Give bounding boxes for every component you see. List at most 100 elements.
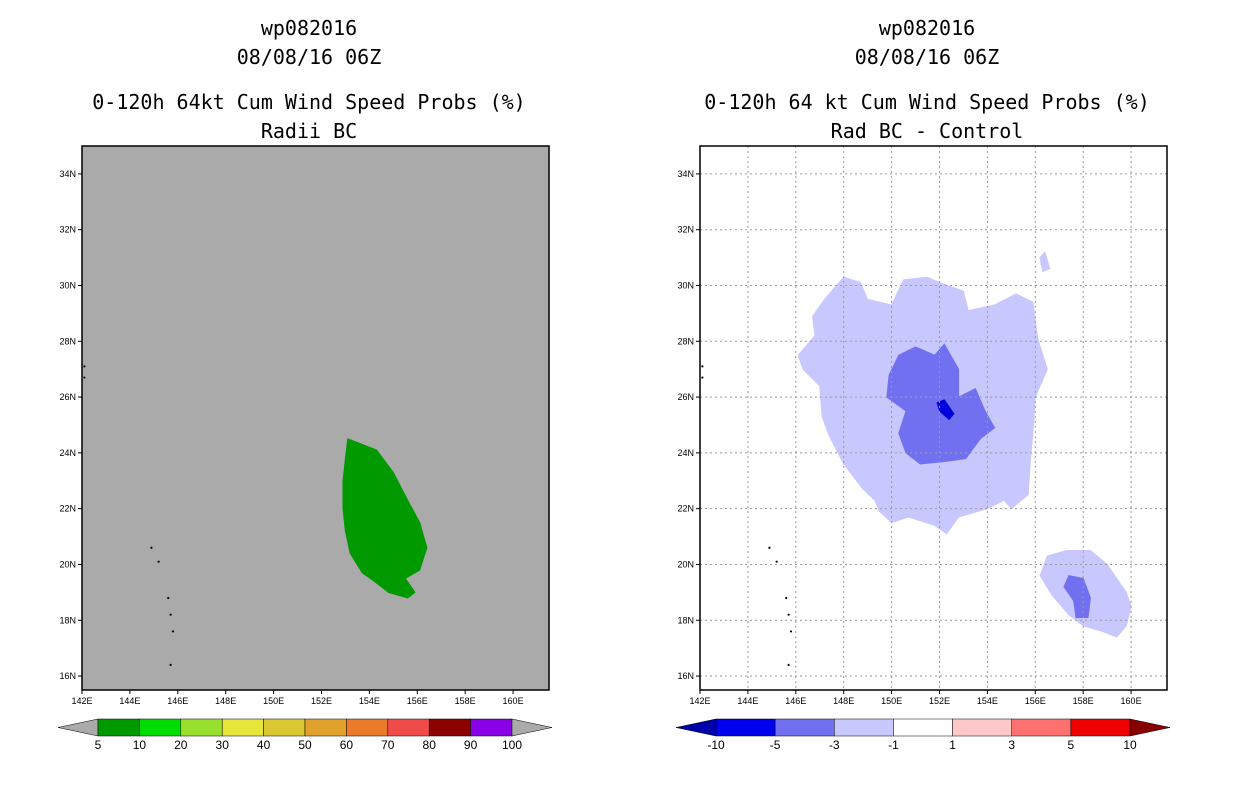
plot-frame [81, 145, 550, 691]
colorbar-box [1011, 718, 1072, 737]
x-tick-label: 152E [929, 696, 950, 706]
y-tick-label: 34N [677, 169, 694, 179]
x-tick-label: 160E [503, 696, 524, 706]
colorbar-label: 10 [1123, 738, 1137, 752]
contour--5to-3-4 [1063, 575, 1091, 618]
colorbar-label: 50 [298, 738, 312, 752]
y-tick-label: 28N [59, 336, 76, 346]
colorbar-box [470, 718, 513, 737]
y-tick-label: 22N [59, 504, 76, 514]
x-tick-label: 144E [737, 696, 758, 706]
x-tick-label: 154E [359, 696, 380, 706]
contour--3to-1-1 [1039, 250, 1051, 273]
island-mark [701, 376, 704, 379]
y-tick-label: 26N [677, 392, 694, 402]
plot-area [83, 365, 428, 666]
colorbar-label: 80 [423, 738, 437, 752]
contour-5-10-0 [342, 438, 428, 599]
y-tick-label: 16N [677, 671, 694, 681]
x-tick-label: 154E [977, 696, 998, 706]
x-tick-label: 142E [689, 696, 710, 706]
colorbar-label: 70 [381, 738, 395, 752]
island-mark [83, 365, 86, 368]
radii-bc-probability-map: 142E 144E 146E 148E 150E 152E 154E 156E 158E 160E… [57, 145, 553, 752]
x-tick-label: 148E [215, 696, 236, 706]
colorbar-box [387, 718, 430, 737]
left-title-line-1: wp082016 [260, 16, 358, 40]
colorbar-label: 60 [340, 738, 354, 752]
y-tick-label: 26N [59, 392, 76, 402]
contour--10to-5-5 [936, 399, 955, 421]
x-tick-label: 146E [785, 696, 806, 706]
y-tick-label: 20N [677, 559, 694, 569]
island-mark [768, 546, 771, 549]
colorbar-label: 5 [95, 738, 102, 752]
island-mark [775, 560, 778, 563]
plot-area [700, 146, 1167, 690]
x-tick-label: 158E [1073, 696, 1094, 706]
colorbar: 5 10 20 30 40 50 60 70 80 90 100 [57, 718, 553, 752]
plot-frame [699, 145, 1168, 691]
plot-background [82, 146, 549, 690]
colorbar-box [774, 718, 835, 737]
island-mark [787, 663, 790, 666]
colorbar-box [715, 718, 776, 737]
x-tick-label: 144E [119, 696, 140, 706]
colorbar-label: -10 [707, 738, 725, 752]
x-tick-label: 152E [311, 696, 332, 706]
colorbar-box [428, 718, 471, 737]
x-tick-label: 158E [455, 696, 476, 706]
colorbar-label: 30 [216, 738, 230, 752]
island-mark [167, 596, 170, 600]
colorbar-box [1070, 718, 1131, 737]
right-title-line-2: 08/08/16 06Z [854, 45, 1000, 69]
colorbar-box [180, 718, 223, 737]
rad-bc-minus-control-map: 142E 144E 146E 148E 150E 152E 154E 156E 158E 160E… [675, 145, 1171, 752]
y-tick-label: 18N [677, 615, 694, 625]
colorbar-label: 40 [257, 738, 271, 752]
island-mark [789, 630, 793, 633]
colorbar-box [221, 718, 264, 737]
colorbar: -10 -5 -3 -1 1 3 5 10 [675, 718, 1171, 752]
island-mark [171, 630, 175, 633]
island-mark [169, 663, 172, 666]
y-tick-label: 32N [59, 225, 76, 235]
colorbar-box [834, 718, 894, 737]
colorbar-box [346, 718, 389, 737]
colorbar-label: -3 [829, 738, 840, 752]
colorbar-label: -5 [770, 738, 781, 752]
island-mark [701, 365, 704, 368]
island-mark [785, 596, 788, 600]
island-mark [83, 376, 86, 379]
colorbar-box [139, 718, 182, 737]
y-tick-label: 32N [677, 225, 694, 235]
colorbar-label: 90 [464, 738, 478, 752]
x-tick-label: 150E [881, 696, 902, 706]
x-tick-label: 150E [263, 696, 284, 706]
right-title-line-4: Rad BC - Control [830, 119, 1024, 143]
y-tick-label: 16N [59, 671, 76, 681]
x-tick-label: 156E [407, 696, 428, 706]
y-tick-label: 34N [59, 169, 76, 179]
colorbar-arrow-low [675, 718, 717, 737]
y-tick-label: 30N [59, 280, 76, 290]
colorbar-label: -1 [888, 738, 899, 752]
colorbar-label: 10 [133, 738, 147, 752]
y-tick-label: 30N [677, 280, 694, 290]
colorbar-label: 100 [502, 738, 522, 752]
colorbar-label: 20 [174, 738, 188, 752]
x-tick-label: 160E [1121, 696, 1142, 706]
colorbar-box [952, 718, 1012, 737]
island-mark [787, 613, 790, 616]
colorbar-box [263, 718, 306, 737]
island-mark [169, 613, 172, 616]
x-tick-label: 146E [167, 696, 188, 706]
y-tick-label: 18N [59, 615, 76, 625]
x-tick-label: 142E [71, 696, 92, 706]
y-tick-label: 28N [677, 336, 694, 346]
colorbar-label: 1 [949, 738, 956, 752]
colorbar-arrow-low [57, 718, 99, 737]
y-tick-label: 24N [677, 448, 694, 458]
colorbar-label: 5 [1068, 738, 1075, 752]
y-tick-label: 22N [677, 504, 694, 514]
